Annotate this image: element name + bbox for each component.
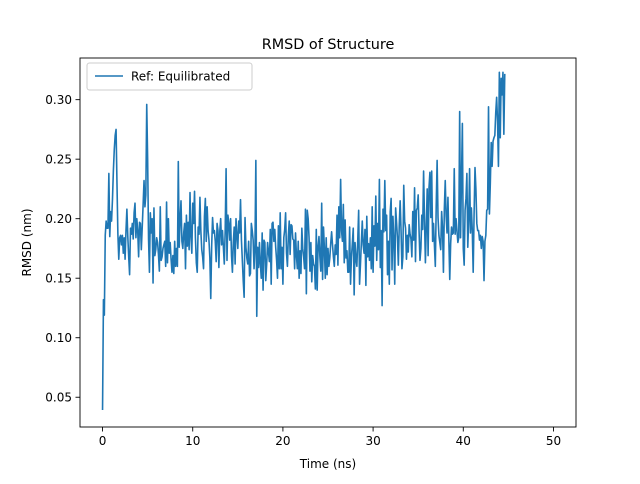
- y-tick-label: 0.30: [45, 93, 72, 107]
- y-tick-label: 0.25: [45, 152, 72, 166]
- y-tick-label: 0.15: [45, 272, 72, 286]
- y-tick-label: 0.05: [45, 391, 72, 405]
- legend: Ref: Equilibrated: [86, 62, 253, 91]
- axes-frame: [79, 57, 577, 428]
- plot-area: [101, 71, 506, 410]
- x-tick-label: 10: [185, 434, 200, 448]
- legend-box: [86, 62, 253, 91]
- x-tick-label: 40: [456, 434, 471, 448]
- y-axis: 0.05 0.10 0.15 0.20 0.25 0.30: [45, 93, 80, 405]
- x-tick-label: 50: [546, 434, 561, 448]
- y-tick-label: 0.10: [45, 331, 72, 345]
- x-tick-label: 30: [365, 434, 380, 448]
- y-tick-label: 0.20: [45, 212, 72, 226]
- chart-title: RMSD of Structure: [262, 37, 395, 53]
- legend-label: Ref: Equilibrated: [131, 70, 230, 84]
- x-tick-label: 0: [99, 434, 107, 448]
- x-axis: 0 10 20 30 40 50: [99, 427, 561, 448]
- series-line-ref-equilibrated: [101, 71, 506, 410]
- x-axis-label: Time (ns): [299, 457, 356, 471]
- y-axis-label: RMSD (nm): [20, 208, 34, 276]
- x-tick-label: 20: [275, 434, 290, 448]
